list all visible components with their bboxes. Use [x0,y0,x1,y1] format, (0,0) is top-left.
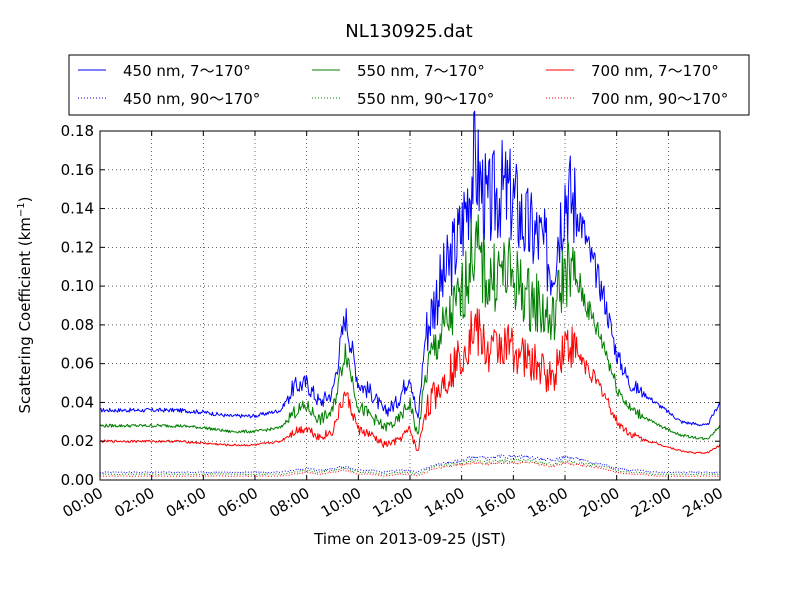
legend: 450 nm, 7～170° 450 nm, 90～170° 550 nm, 7～1… [68,54,750,116]
y-tick-label: 0.06 [61,355,94,373]
x-tick-label: 08:00 [266,484,312,521]
y-axis-label-end: ) [16,196,34,202]
y-tick-label: 0.18 [61,122,94,140]
legend-label: 550 nm, 90～170° [357,90,494,108]
x-tick-label: 18:00 [525,484,571,521]
legend-label: 450 nm, 7～170° [123,62,251,80]
y-axis: 0.00 0.02 0.04 0.06 0.08 0.10 0.12 0.14 0.16 0.18 [61,122,720,489]
chart-title: NL130925.dat [345,21,472,42]
legend-label: 700 nm, 90～170° [591,90,728,108]
x-axis-label: Time on 2013-09-25 (JST) [313,530,506,548]
y-axis-label-main: Scattering Coefficient (km [16,217,34,413]
y-tick-label: 0.12 [61,238,94,256]
y-tick-label: 0.16 [61,161,94,179]
x-tick-label: 24:00 [680,484,726,521]
y-tick-label: 0.02 [61,432,94,450]
y-axis-label: Scattering Coefficient (km−1) [16,196,34,413]
y-tick-label: 0.14 [61,200,94,218]
series-line [99,308,721,455]
y-axis-label-sup: −1 [16,202,27,217]
x-tick-label: 20:00 [576,484,622,521]
y-tick-label: 0.00 [61,471,94,489]
x-axis: 00:00 02:00 04:00 06:00 08:00 10:00 12:00 14:00… [60,131,726,521]
legend-label: 550 nm, 7～170° [357,62,485,80]
grid [100,131,720,480]
legend-box [68,54,750,116]
x-tick-label: 16:00 [473,484,519,521]
series-line [99,458,721,476]
legend-label: 700 nm, 7～170° [591,62,719,80]
y-tick-label: 0.04 [61,393,94,411]
x-tick-label: 14:00 [421,484,467,521]
x-tick-label: 04:00 [163,484,209,521]
x-tick-label: 06:00 [215,484,261,521]
series-line [99,110,721,427]
x-tick-label: 02:00 [111,484,157,521]
y-tick-label: 0.10 [61,277,94,295]
x-tick-label: 12:00 [370,484,416,521]
x-tick-label: 22:00 [628,484,674,521]
x-tick-label: 00:00 [60,484,106,521]
series-line [99,214,721,441]
y-tick-label: 0.08 [61,316,94,334]
x-tick-label: 10:00 [318,484,364,521]
legend-label: 450 nm, 90～170° [123,90,260,108]
series-layer [99,110,721,477]
